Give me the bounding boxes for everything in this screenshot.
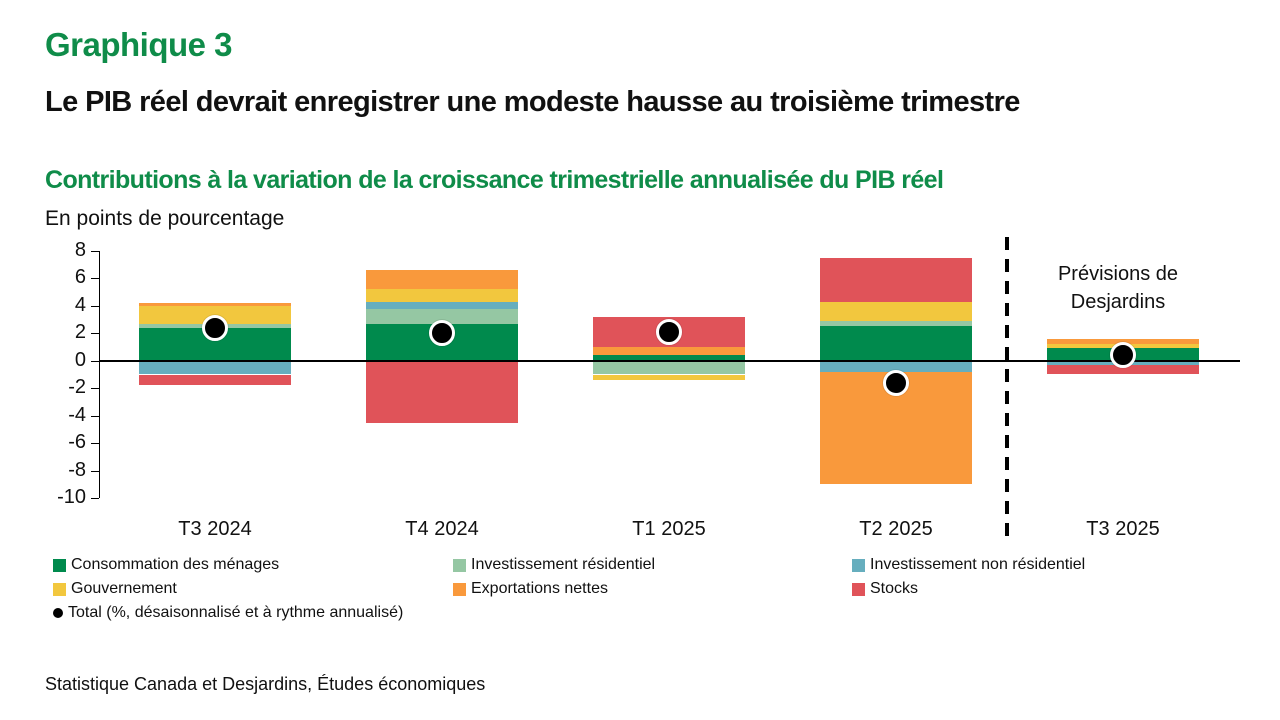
legend-label: Investissement résidentiel bbox=[471, 556, 656, 573]
legend-label: Stocks bbox=[870, 580, 919, 597]
bar-segment bbox=[593, 360, 745, 375]
bar-segment bbox=[139, 374, 291, 386]
bar-segment bbox=[1047, 338, 1199, 345]
y-axis-tick bbox=[91, 360, 99, 362]
forecast-annotation-line2: Desjardins bbox=[1070, 291, 1166, 313]
total-dot bbox=[1110, 342, 1136, 369]
legend-item: Exportations nettes bbox=[453, 580, 608, 598]
page-title: Le PIB réel devrait enregistrer une mode… bbox=[45, 86, 1020, 118]
bar-segment bbox=[820, 257, 972, 302]
legend-item: Total (%, désaisonnalisé et à rythme ann… bbox=[53, 604, 403, 622]
x-axis-label: T2 2025 bbox=[859, 518, 933, 540]
legend-item: Consommation des ménages bbox=[53, 556, 279, 574]
source-text: Statistique Canada et Desjardins, Études… bbox=[45, 674, 486, 694]
legend-swatch-icon bbox=[53, 582, 66, 596]
y-axis-tick bbox=[91, 251, 99, 252]
legend-dot-icon bbox=[53, 608, 63, 618]
forecast-divider-line bbox=[1005, 237, 1009, 537]
y-axis-line bbox=[99, 251, 100, 498]
total-dot bbox=[656, 318, 682, 345]
legend-label: Exportations nettes bbox=[471, 580, 608, 597]
zero-line bbox=[99, 359, 1240, 362]
total-dot bbox=[202, 314, 228, 341]
y-axis-tick bbox=[91, 498, 99, 499]
bar-segment bbox=[366, 360, 518, 423]
bar-segment bbox=[139, 305, 291, 324]
bar-segment bbox=[139, 360, 291, 375]
y-axis-tick-label: 2 bbox=[74, 321, 86, 344]
bar-segment bbox=[820, 320, 972, 327]
y-axis-tick-label: 4 bbox=[74, 293, 86, 316]
y-axis-tick-label: -4 bbox=[68, 403, 86, 426]
total-dot bbox=[429, 320, 455, 347]
y-axis-tick-label: 0 bbox=[74, 348, 86, 371]
total-dot bbox=[883, 369, 909, 396]
bar-segment bbox=[593, 347, 745, 356]
bar-segment bbox=[820, 301, 972, 321]
y-axis-tick-label: -2 bbox=[68, 376, 86, 399]
legend-label: Consommation des ménages bbox=[71, 556, 280, 573]
chart-subtitle: Contributions à la variation de la crois… bbox=[45, 166, 944, 194]
x-axis-label: T3 2025 bbox=[1086, 518, 1160, 540]
y-axis-tick bbox=[91, 415, 99, 417]
legend-item: Stocks bbox=[852, 580, 918, 598]
legend-swatch-icon bbox=[453, 558, 466, 572]
y-axis-tick bbox=[91, 388, 99, 390]
legend-label: Gouvernement bbox=[71, 580, 177, 597]
chart-number-label: Graphique 3 bbox=[45, 26, 233, 63]
x-axis-label: T3 2024 bbox=[178, 518, 252, 540]
y-axis-tick-label: 8 bbox=[74, 239, 86, 261]
bar-segment bbox=[366, 308, 518, 324]
bar-segment bbox=[593, 355, 745, 361]
bar-segment bbox=[593, 374, 745, 380]
y-axis-tick bbox=[91, 278, 99, 280]
legend-item: Gouvernement bbox=[53, 580, 177, 598]
bar-segment bbox=[366, 289, 518, 302]
legend-item: Investissement non résidentiel bbox=[852, 556, 1085, 574]
forecast-annotation: Prévisions de Desjardins bbox=[1032, 260, 1204, 316]
bar-segment bbox=[366, 301, 518, 309]
bar-segment bbox=[139, 303, 291, 306]
y-axis-tick-label: 6 bbox=[74, 266, 86, 289]
legend-swatch-icon bbox=[852, 582, 865, 596]
legend-label: Total (%, désaisonnalisé et à rythme ann… bbox=[68, 604, 404, 621]
y-axis-tick-label: -10 bbox=[57, 486, 86, 508]
legend-item: Investissement résidentiel bbox=[453, 556, 655, 574]
y-axis-tick-label: -8 bbox=[68, 458, 86, 481]
legend-swatch-icon bbox=[852, 558, 865, 572]
y-axis-tick-label: -6 bbox=[68, 431, 86, 454]
y-axis-tick bbox=[91, 333, 99, 335]
x-axis-label: T1 2025 bbox=[632, 518, 706, 540]
x-axis-label: T4 2024 bbox=[405, 518, 479, 540]
legend-label: Investissement non résidentiel bbox=[870, 556, 1086, 573]
forecast-annotation-line1: Prévisions de bbox=[1057, 263, 1179, 285]
axis-unit-label: En points de pourcentage bbox=[45, 207, 285, 230]
y-axis-tick bbox=[91, 443, 99, 445]
bar-segment bbox=[820, 326, 972, 361]
bar-segment bbox=[820, 360, 972, 372]
bar-segment bbox=[366, 270, 518, 290]
bar-segment bbox=[1047, 364, 1199, 375]
legend-swatch-icon bbox=[53, 558, 66, 572]
legend-swatch-icon bbox=[453, 582, 466, 596]
y-axis-tick bbox=[91, 305, 99, 307]
y-axis-tick bbox=[91, 470, 99, 472]
